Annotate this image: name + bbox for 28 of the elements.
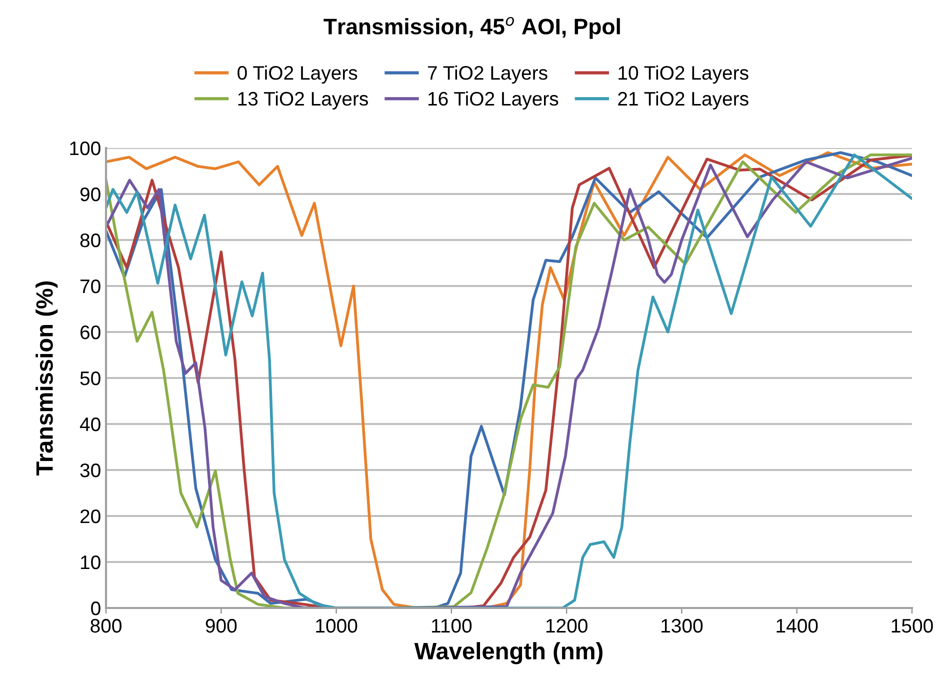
x-tick-label: 1300: [662, 618, 703, 633]
x-tick-label: 1500: [892, 618, 933, 633]
x-tick-label: 1200: [546, 618, 588, 633]
legend-label: 13 TiO2 Layers: [238, 91, 368, 110]
y-tick-label: 90: [80, 187, 100, 202]
x-tick-label: 1400: [776, 618, 818, 633]
y-tick-label: 50: [80, 371, 100, 386]
legend-label: 7 TiO2 Layers: [428, 66, 548, 84]
legend-label: 0 TiO2 Layers: [238, 66, 358, 84]
x-tick-label: 1000: [316, 618, 358, 633]
y-tick-label: 30: [80, 463, 100, 478]
legend-label: 16 TiO2 Layers: [428, 91, 558, 110]
y-tick-label: 60: [80, 325, 100, 340]
y-tick-label: 100: [70, 141, 100, 156]
chart-title: Transmission, 45$^{o}$ AOI, Ppol: [324, 17, 620, 39]
y-tick-label: 70: [80, 279, 100, 294]
legend-label: 21 TiO2 Layers: [618, 91, 748, 110]
legend-label: 10 TiO2 Layers: [618, 66, 748, 84]
y-tick-label: 0: [91, 601, 100, 616]
y-tick-label: 80: [80, 233, 100, 248]
x-tick-label: 800: [90, 618, 122, 633]
x-tick-label: 900: [206, 618, 237, 633]
y-tick-label: 20: [80, 509, 100, 524]
y-axis-title: Transmission (%): [36, 281, 58, 476]
x-tick-label: 1100: [432, 618, 472, 633]
y-tick-label: 10: [80, 555, 100, 570]
y-tick-label: 40: [80, 417, 100, 432]
x-axis-title: Wavelength (nm): [414, 642, 602, 664]
